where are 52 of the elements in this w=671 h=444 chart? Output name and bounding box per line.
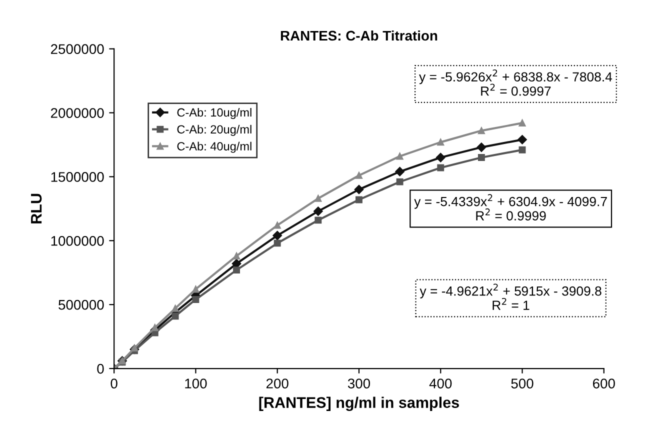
point: [192, 296, 200, 303]
legend-label: C-Ab: 10ug/ml: [177, 108, 252, 119]
point: [478, 154, 485, 162]
legend-label: C-Ab: 40ug/ml: [177, 142, 252, 153]
x-tick-label: 200: [266, 378, 288, 388]
point: [232, 259, 242, 268]
point: [356, 172, 362, 179]
annotation: y = -5.9626x$^{2}$ + 6838.8x - 7808.4 R$^{2}$ = 0.9997: [419, 70, 612, 96]
point: [396, 178, 404, 186]
point: [518, 120, 526, 126]
y-axis-title: RLU: [31, 194, 42, 224]
x-tick-label: 500: [511, 378, 534, 388]
x-tick-label: 400: [429, 378, 452, 388]
point: [478, 127, 485, 134]
point: [192, 286, 200, 293]
point: [518, 135, 527, 144]
point: [131, 344, 138, 352]
x-tick-label: 100: [185, 378, 207, 388]
point: [233, 266, 240, 274]
point: [396, 152, 404, 160]
point: [437, 164, 444, 172]
point: [436, 152, 446, 162]
annotation: y = -4.9621x$^{2}$ + 5915x - 3909.8 R$^{2}$ = 1: [420, 284, 602, 310]
y-tick-label: 1500000: [51, 172, 104, 182]
annotation: y = -5.4339x$^{2}$ + 6304.9x - 4099.7 R$^{2}$ = 0.9999: [414, 194, 607, 220]
point: [518, 146, 526, 154]
point: [233, 252, 240, 260]
chart-title: RANTES: C-Ab Titration: [280, 30, 438, 41]
y-tick-label: 1000000: [51, 236, 104, 246]
point: [314, 206, 323, 216]
point: [437, 138, 444, 146]
point: [172, 304, 179, 312]
y-tick-label: 500000: [58, 300, 104, 310]
point: [356, 196, 362, 204]
x-axis-title: [RANTES] ng/ml in samples: [259, 396, 459, 412]
x-tick-label: 0: [110, 378, 118, 388]
point: [272, 230, 282, 240]
point: [395, 166, 404, 176]
point: [172, 312, 179, 320]
point: [314, 194, 322, 202]
point: [314, 216, 322, 224]
y-tick-label: 0: [97, 364, 104, 374]
point: [354, 184, 364, 194]
point: [476, 142, 486, 152]
x-tick-label: 300: [348, 378, 370, 388]
legend-label: C-Ab: 20ug/ml: [177, 124, 252, 136]
point: [274, 240, 281, 247]
x-tick-label: 600: [593, 378, 615, 388]
y-tick-label: 2000000: [50, 108, 104, 118]
point: [151, 324, 158, 332]
point: [274, 222, 281, 229]
y-tick-label: 2500000: [50, 44, 104, 54]
